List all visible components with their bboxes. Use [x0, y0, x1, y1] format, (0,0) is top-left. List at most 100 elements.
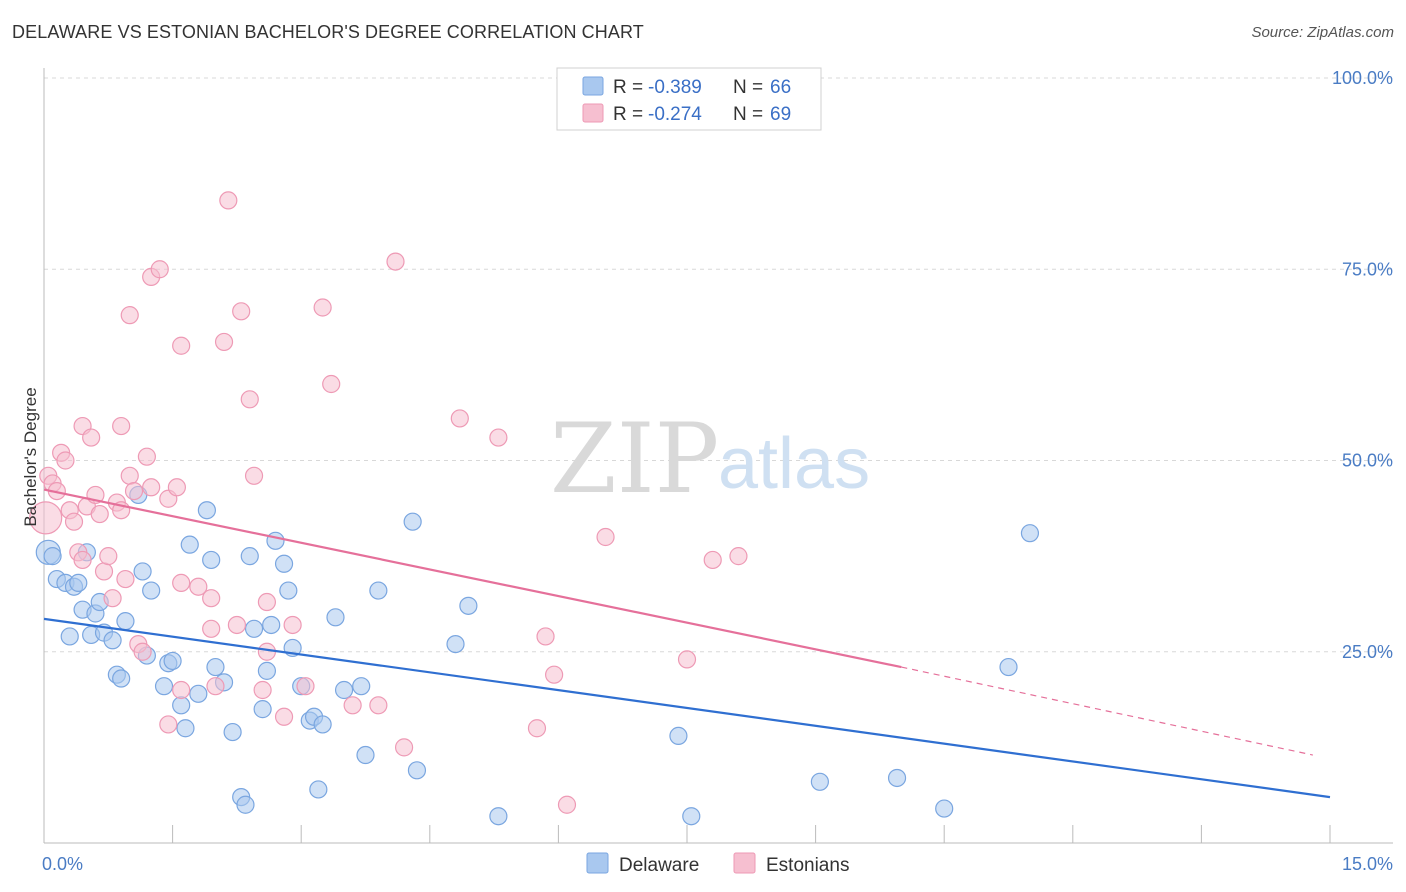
point-estonians-63 [545, 665, 564, 684]
trend-layer [43, 488, 1331, 799]
point-estonians-38 [202, 619, 221, 638]
point-estonians-28 [142, 478, 161, 497]
point-estonians-44 [232, 302, 251, 321]
point-estonians-12 [82, 428, 101, 447]
point-delaware-51 [352, 677, 371, 696]
point-delaware-1 [43, 547, 62, 566]
legend-r-label-delaware: R = [613, 77, 643, 98]
point-estonians-46 [244, 466, 264, 485]
point-estonians-35 [172, 680, 191, 700]
point-estonians-62 [536, 627, 555, 646]
y-axis-label: Bachelor's Degree [21, 387, 40, 526]
point-delaware-48 [309, 780, 328, 799]
point-delaware-24 [172, 696, 191, 715]
point-estonians-52 [296, 677, 315, 696]
axes-layer: 25.0% 50.0% 75.0% 100.0% [43, 68, 1393, 844]
point-estonians-66 [677, 650, 697, 669]
point-delaware-55 [407, 761, 427, 780]
point-estonians-58 [394, 738, 414, 757]
legend-swatch-estonians [582, 103, 604, 123]
point-estonians-37 [189, 577, 208, 596]
point-delaware-47 [313, 715, 332, 734]
point-delaware-17 [133, 562, 152, 581]
y-tick-label-25: 25.0% [1342, 642, 1393, 662]
point-estonians-15 [94, 562, 114, 581]
point-estonians-34 [172, 573, 191, 593]
point-estonians-20 [116, 569, 135, 589]
point-estonians-43 [227, 615, 246, 635]
chart-source: Source: ZipAtlas.com [1251, 24, 1394, 41]
point-delaware-26 [180, 535, 199, 554]
point-estonians-68 [729, 547, 748, 566]
point-delaware-38 [257, 661, 277, 680]
point-delaware-5 [69, 573, 88, 593]
point-delaware-49 [326, 608, 345, 627]
point-estonians-45 [240, 390, 259, 409]
point-delaware-56 [446, 634, 465, 654]
point-delaware-40 [266, 531, 285, 550]
point-delaware-27 [189, 684, 208, 703]
point-estonians-36 [172, 336, 191, 355]
series-legend: Delaware Estonians [586, 852, 849, 876]
legend-r-value-estonians: -0.274 [648, 104, 702, 125]
trend-extension-estonians [901, 666, 1313, 756]
point-delaware-29 [202, 550, 221, 570]
point-delaware-50 [334, 680, 354, 700]
point-delaware-60 [682, 807, 701, 826]
point-estonians-47 [253, 680, 272, 700]
legend-n-label-delaware: N = [733, 77, 763, 98]
point-delaware-30 [206, 657, 225, 677]
point-delaware-64 [999, 657, 1018, 677]
point-delaware-39 [262, 615, 281, 635]
watermark: ZIP atlas [550, 403, 870, 515]
point-delaware-54 [403, 512, 422, 531]
point-delaware-59 [669, 726, 688, 746]
point-estonians-59 [450, 409, 469, 428]
point-delaware-14 [112, 669, 131, 688]
point-estonians-57 [386, 252, 405, 271]
point-delaware-36 [244, 619, 264, 638]
point-estonians-49 [257, 592, 277, 612]
point-estonians-64 [557, 795, 577, 814]
point-delaware-57 [459, 596, 478, 615]
y-tick-label-75: 75.0% [1342, 259, 1393, 279]
point-delaware-52 [356, 745, 375, 765]
point-delaware-63 [935, 799, 954, 818]
chart-title: DELAWARE VS ESTONIAN BACHELOR'S DEGREE C… [12, 22, 644, 42]
point-estonians-42 [219, 191, 238, 210]
legend-r-label-estonians: R = [613, 104, 643, 125]
point-estonians-16 [99, 547, 118, 566]
watermark-atlas: atlas [718, 424, 870, 504]
point-estonians-33 [167, 478, 186, 497]
point-delaware-37 [253, 700, 272, 719]
point-estonians-51 [283, 615, 302, 635]
watermark-zip: ZIP [550, 403, 719, 515]
point-delaware-42 [279, 581, 298, 600]
point-estonians-27 [137, 447, 156, 466]
point-delaware-35 [240, 547, 259, 566]
point-estonians-39 [202, 589, 221, 608]
point-estonians-5 [56, 451, 75, 470]
point-estonians-7 [64, 512, 84, 531]
stats-legend: R = -0.389 N = 66 R = -0.274 N = 69 [556, 67, 822, 131]
point-estonians-24 [120, 306, 139, 325]
point-delaware-19 [142, 581, 161, 600]
point-delaware-65 [1020, 524, 1040, 543]
point-delaware-32 [223, 722, 242, 742]
point-estonians-41 [214, 332, 234, 352]
point-delaware-58 [489, 807, 508, 826]
bottom-legend-swatch-estonians [733, 852, 756, 874]
point-estonians-55 [343, 696, 362, 715]
point-estonians-40 [206, 677, 225, 696]
legend-n-label-estonians: N = [733, 104, 763, 125]
point-estonians-17 [103, 589, 122, 608]
x-tick-label-min: 0.0% [42, 854, 83, 874]
y-tick-label-50: 50.0% [1342, 451, 1393, 471]
point-delaware-7 [60, 627, 79, 646]
point-delaware-25 [176, 719, 195, 738]
point-estonians-65 [596, 527, 615, 547]
point-delaware-62 [887, 768, 907, 788]
bottom-legend-delaware: Delaware [619, 855, 699, 876]
legend-r-value-delaware: -0.389 [648, 77, 702, 98]
